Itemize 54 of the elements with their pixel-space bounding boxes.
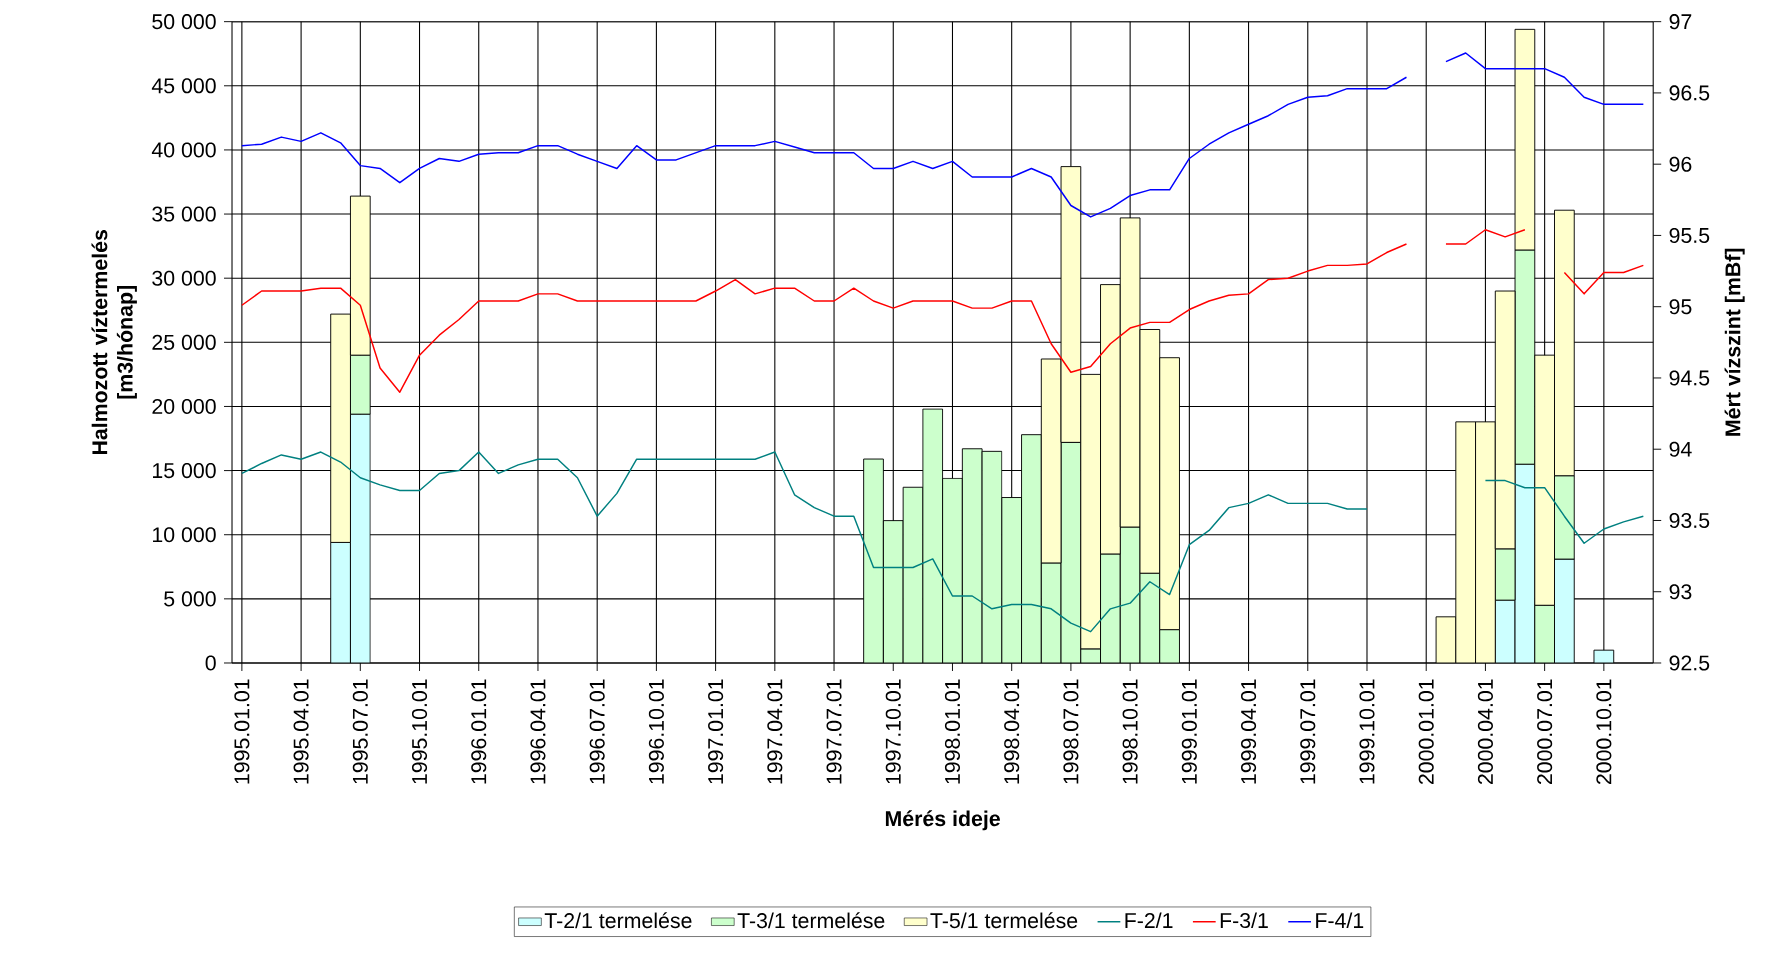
x-axis-title: Mérés ideje bbox=[885, 810, 1000, 831]
y-tick-label: 20 000 bbox=[152, 398, 216, 415]
y-tick-label: 15 000 bbox=[153, 463, 216, 479]
x-tick-label: 2000.01.01 bbox=[1418, 679, 1434, 785]
y2-tick-label: 95 bbox=[1669, 299, 1692, 315]
y2-tick-label: 95.5 bbox=[1669, 227, 1710, 243]
x-tick-label: 1996.01.01 bbox=[471, 679, 487, 784]
x-tick-label: 1999.07.01 bbox=[1300, 679, 1316, 784]
x-tick-label: 1999.01.01 bbox=[1181, 679, 1197, 784]
x-tick-label: 1995.04.01 bbox=[293, 679, 309, 784]
y-tick-label: 25 000 bbox=[152, 334, 216, 350]
y2-tick-label: 93.5 bbox=[1669, 512, 1710, 529]
legend-label: F-4/1 bbox=[1316, 912, 1364, 929]
y-tick-label: 30 000 bbox=[152, 270, 216, 286]
y2-tick-label: 97 bbox=[1669, 14, 1692, 30]
x-tick-label: 1997.01.01 bbox=[708, 679, 724, 784]
y-tick-label: 10 000 bbox=[153, 527, 216, 543]
legend-label: T-3/1 termelése bbox=[737, 912, 885, 929]
x-tick-label: 1998.01.01 bbox=[944, 679, 961, 784]
y-tick-label: 50 000 bbox=[152, 14, 216, 30]
y2-tick-label: 94 bbox=[1669, 441, 1692, 457]
x-tick-label: 1997.04.01 bbox=[767, 679, 783, 784]
y2-tick-label: 92.5 bbox=[1669, 655, 1710, 671]
x-tick-label: 1997.10.01 bbox=[885, 679, 901, 784]
x-tick-label: 1997.07.01 bbox=[826, 679, 842, 784]
y-tick-label: 40 000 bbox=[151, 142, 216, 158]
x-tick-label: 2000.10.01 bbox=[1596, 679, 1612, 785]
x-tick-label: 1999.10.01 bbox=[1359, 679, 1375, 784]
y-axis-title: Halmozott víztermelés [m3/hónap] bbox=[91, 230, 137, 455]
y2-axis-title: Mért vízszint [mBf] bbox=[1724, 248, 1745, 436]
x-tick-label: 1998.04.01 bbox=[1004, 679, 1020, 784]
x-tick-label: 1996.10.01 bbox=[648, 679, 664, 784]
legend-label: F-2/1 bbox=[1125, 912, 1173, 929]
y-tick-label: 0 bbox=[205, 655, 216, 671]
y2-tick-label: 94.5 bbox=[1669, 370, 1710, 386]
y-tick-label: 45 000 bbox=[151, 78, 216, 94]
legend-label: T-5/1 termelése bbox=[930, 912, 1078, 929]
x-tick-label: 1996.07.01 bbox=[589, 679, 605, 784]
y-tick-label: 35 000 bbox=[152, 206, 216, 222]
legend-label: T-2/1 termelése bbox=[544, 912, 692, 929]
x-tick-label: 1998.07.01 bbox=[1063, 679, 1079, 784]
x-tick-label: 1999.04.01 bbox=[1241, 679, 1257, 784]
x-tick-label: 1995.07.01 bbox=[352, 679, 368, 784]
x-tick-label: 2000.04.01 bbox=[1477, 679, 1493, 785]
x-tick-label: 1995.01.01 bbox=[234, 679, 250, 784]
x-tick-label: 1996.04.01 bbox=[530, 679, 546, 784]
y2-tick-label: 96 bbox=[1669, 156, 1692, 172]
x-tick-label: 1998.10.01 bbox=[1122, 679, 1138, 784]
x-tick-label: 1995.10.01 bbox=[411, 679, 428, 784]
x-tick-label: 2000.07.01 bbox=[1537, 679, 1553, 785]
y-tick-label: 5 000 bbox=[164, 591, 216, 607]
y2-tick-label: 96.5 bbox=[1669, 85, 1710, 101]
legend-label: F-3/1 bbox=[1220, 912, 1268, 929]
y2-tick-label: 93 bbox=[1669, 584, 1692, 600]
